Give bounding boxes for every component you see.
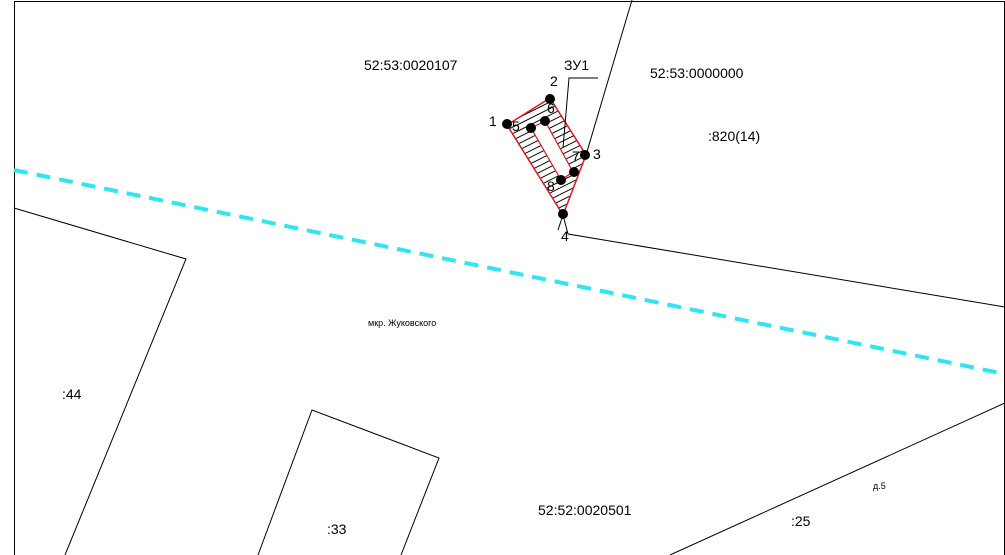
hatch-line (563, 250, 643, 290)
hatch-line (433, 0, 513, 30)
parcel-label-44: :44 (62, 386, 82, 402)
hatch-line (454, 32, 534, 72)
hatch-line (507, 98, 550, 104)
hatch-line (446, 16, 526, 56)
parcel-boundary-ne (585, 0, 633, 156)
hatch-line (451, 27, 531, 67)
hatch-line (507, 98, 548, 99)
hatch-line (607, 339, 687, 379)
hatch-line (457, 37, 537, 77)
boundary-point-7 (569, 167, 579, 177)
hatch-line (464, 53, 544, 93)
hatch-line (425, 0, 505, 15)
hatch-line (441, 6, 521, 46)
hatch-line (589, 302, 669, 342)
hatch-line (600, 323, 680, 363)
plot-inner-contour (530, 120, 574, 181)
hatch-line (529, 182, 586, 215)
hatch-line (558, 240, 638, 280)
hatch-line (584, 292, 664, 332)
hatch-line (507, 99, 569, 141)
point-label-5: 5 (512, 118, 520, 134)
hatch-line (561, 245, 641, 285)
hatch-line (568, 261, 648, 301)
plot-label-zu1: ЗУ1 (564, 57, 589, 73)
parcel-label-820: :820(14) (708, 128, 760, 144)
point-label-1: 1 (489, 113, 497, 129)
hatch-line (536, 197, 586, 215)
hatch-line (534, 192, 586, 215)
hatch-line (544, 213, 586, 215)
parcel-boundary-820-south (562, 214, 1005, 308)
hatch-line (444, 11, 524, 51)
point-label-3: 3 (593, 146, 601, 162)
district-label: мкр. Жуковского (368, 318, 436, 328)
map-frame-border (14, 1, 1005, 555)
hatch-line (420, 0, 500, 4)
hatch-line (602, 328, 682, 368)
boundary-point-5 (526, 123, 536, 133)
boundary-point-6 (540, 116, 550, 126)
hatch-line (576, 276, 656, 316)
hatch-line (507, 98, 553, 109)
hatch-line (566, 256, 646, 296)
dashed-boundary-line (13, 168, 1005, 376)
hatch-line (605, 334, 685, 374)
hatch-line (436, 0, 516, 36)
hatch-line (462, 48, 542, 88)
hatch-line (431, 0, 511, 25)
point-label-4: 4 (561, 228, 569, 244)
hatch-line (581, 287, 661, 327)
parcel-25-outline (669, 402, 1005, 555)
point-label-2: 2 (550, 73, 558, 89)
cadastral-block-label-ne: 52:53:0000000 (650, 65, 744, 81)
point-label-6: 6 (547, 100, 555, 116)
point-label-8: 8 (547, 178, 555, 194)
hatch-line (597, 318, 677, 358)
boundary-point-8 (556, 175, 566, 185)
hatch-line (610, 344, 690, 384)
hatch-line (438, 1, 518, 41)
hatch-line (594, 313, 674, 353)
boundary-point-2 (545, 94, 555, 104)
hatch-line (542, 208, 586, 215)
house-label: д.5 (873, 481, 886, 491)
parcel-label-33: :33 (327, 521, 347, 537)
parcel-33-outline (257, 409, 440, 555)
hatch-line (507, 98, 556, 115)
cadastral-block-label-s: 52:52:0020501 (538, 502, 632, 518)
boundary-point-4 (558, 209, 568, 219)
cadastral-block-label-nw: 52:53:0020107 (364, 57, 458, 73)
parcel-label-25: :25 (791, 513, 811, 529)
point-label-7: 7 (572, 148, 580, 164)
boundary-point-1 (502, 119, 512, 129)
hatch-line (449, 22, 529, 62)
boundary-point-3 (580, 150, 590, 160)
parcel-44-outline (13, 207, 187, 555)
hatch-line (592, 308, 672, 348)
hatch-line (574, 271, 654, 311)
hatch-line (428, 0, 508, 20)
hatch-line (459, 42, 539, 82)
plot-label-leader (562, 77, 598, 149)
hatch-line (531, 187, 586, 215)
hatch-line (539, 203, 586, 215)
